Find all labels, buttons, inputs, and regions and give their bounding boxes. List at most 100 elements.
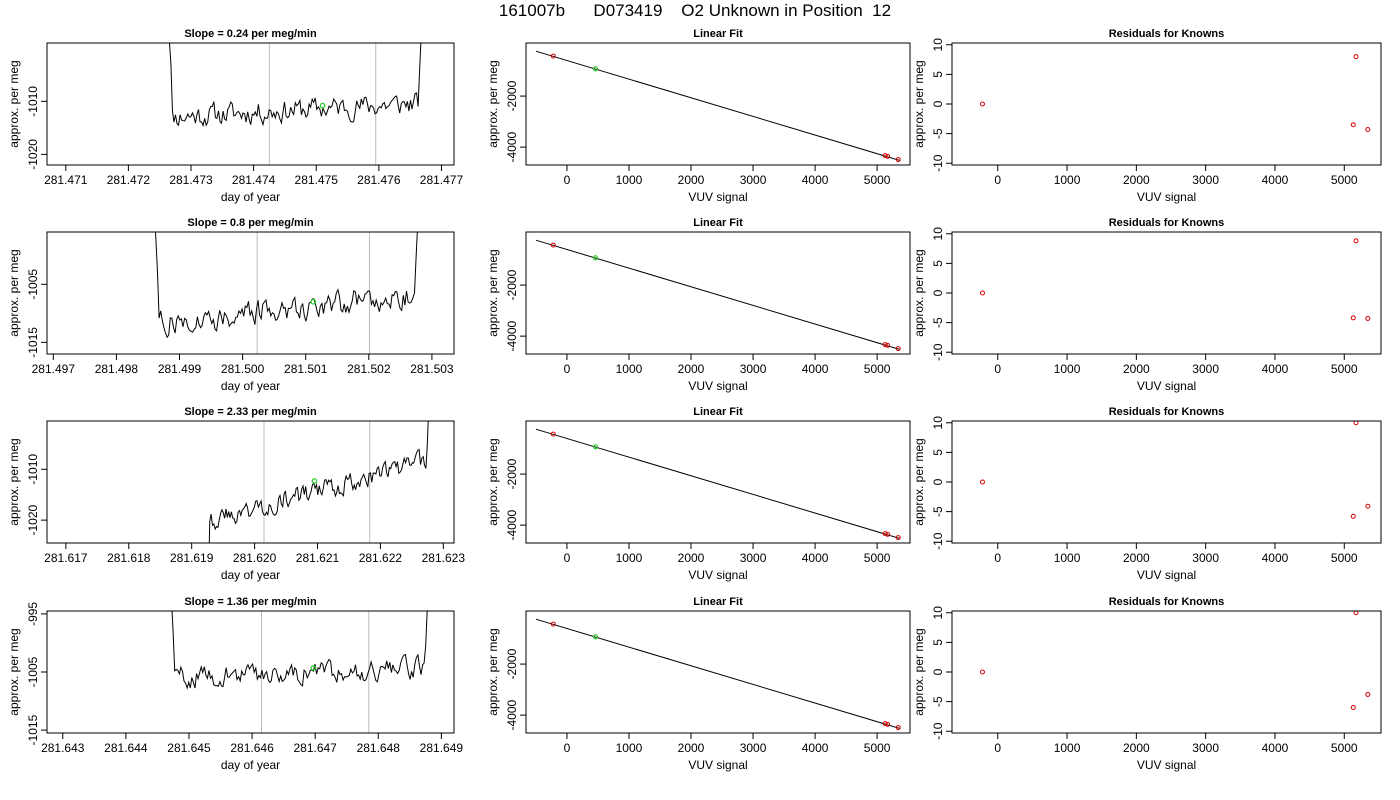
panel-fit-row1: Linear Fit 0 1000 2000 3000 4000 5000 -2000 -400… [486,28,911,204]
x-tick-label: 3000 [1192,362,1219,376]
panel-title: Residuals for Knowns [1109,28,1225,40]
x-tick-label: 2000 [678,551,705,565]
y-tick-label: -2000 [505,269,519,300]
red-point [882,342,888,348]
x-tick-label: 4000 [1262,741,1289,755]
x-tick-label: 5000 [864,551,891,565]
x-tick-label: 2000 [1123,741,1150,755]
plot-area [208,421,429,543]
y-tick-label: 0 [931,668,945,675]
x-tick-label: 3000 [740,362,767,376]
y-tick-label: -4000 [505,320,519,351]
plot-frame [951,420,1382,544]
y-tick-label: -4000 [505,699,519,730]
panel-title: Residuals for Knowns [1109,406,1225,418]
x-tick-label: 5000 [864,362,891,376]
green-marker-point [310,665,317,671]
green-marker-point [319,102,326,109]
x-tick-label: 281.497 [32,362,76,376]
x-tick-label: 5000 [1331,551,1358,565]
red-point [1350,705,1356,711]
x-tick-label: 2000 [1123,551,1150,565]
x-tick-label: 5000 [1331,173,1358,187]
x-tick-label: 281.472 [107,173,151,187]
red-point [882,531,888,537]
plot-frame [525,610,911,734]
plot-frame [525,420,911,544]
x-tick-label: 1000 [616,173,643,187]
red-point [550,621,556,627]
green-point [592,255,599,261]
x-axis-label: VUV signal [688,758,747,772]
red-point [1350,513,1356,519]
x-tick-label: 1000 [1054,362,1081,376]
plot-area [535,618,901,731]
x-tick-label: 281.501 [284,362,328,376]
x-tick-label: 281.498 [95,362,139,376]
x-axis-label: VUV signal [1137,758,1196,772]
red-point [885,342,891,348]
x-tick-label: 281.474 [232,173,276,187]
x-tick-label: 3000 [740,173,767,187]
red-point [979,669,985,675]
plot-area [154,232,418,354]
x-tick-label: 281.500 [221,362,265,376]
x-tick-label: 0 [564,551,571,565]
y-tick-label: -5 [931,317,945,328]
y-tick-label: -1005 [26,656,40,687]
plot-frame [46,231,455,355]
data-trace [154,232,418,339]
panel-title: Linear Fit [693,28,743,40]
y-tick-label: -1010 [26,454,40,485]
y-axis-label: approx. per meg [486,438,500,525]
y-tick-label: 0 [931,289,945,296]
green-marker-point [310,298,317,305]
x-tick-label: 4000 [1262,362,1289,376]
x-axis-label: VUV signal [1137,568,1196,582]
x-tick-label: 2000 [678,173,705,187]
x-tick-label: 4000 [802,173,829,187]
red-point [895,725,901,731]
red-point [1365,126,1371,132]
panel-res-row3: Residuals for Knowns 0 1000 2000 3000 4000 500… [912,406,1382,582]
panel-fit-row2: Linear Fit 0 1000 2000 3000 4000 5000 -2000 -400… [486,217,911,393]
x-tick-label: 281.620 [233,551,277,565]
panel-res-row1: Residuals for Knowns 0 1000 2000 3000 4000 500… [912,28,1382,204]
plot-frame [951,610,1382,734]
x-tick-label: 3000 [1192,551,1219,565]
y-tick-label: -4000 [505,131,519,162]
x-tick-label: 0 [994,741,1001,755]
y-tick-label: 10 [931,227,945,241]
x-tick-label: 281.619 [170,551,214,565]
x-axis-label: day of year [221,758,280,772]
green-point [592,66,599,72]
y-tick-label: -995 [26,602,40,626]
plot-area [979,54,1371,132]
red-point [1350,315,1356,321]
y-tick-label: 10 [931,606,945,620]
x-tick-label: 281.646 [230,741,274,755]
panel-ts-row3: Slope = 2.33 per meg/min 281.617 281.618 28… [7,406,465,582]
y-tick-label: 0 [931,100,945,107]
y-axis-label: approx. per meg [912,249,926,336]
plot-frame [46,610,455,734]
x-tick-label: 1000 [1054,551,1081,565]
plot-area [535,428,901,541]
red-point [1365,692,1371,698]
red-point [885,153,891,159]
y-tick-label: -1010 [26,86,40,117]
y-tick-label: -1015 [26,327,40,358]
green-point [592,444,599,450]
x-tick-label: 4000 [802,551,829,565]
x-tick-label: 281.502 [347,362,391,376]
red-point [885,721,891,727]
panel-title: Slope = 0.8 per meg/min [187,217,314,229]
y-tick-label: -2000 [505,648,519,679]
panel-title: Linear Fit [693,596,743,608]
x-tick-label: 3000 [740,741,767,755]
x-tick-label: 1000 [616,362,643,376]
y-axis-label: approx. per meg [486,60,500,147]
red-point [550,242,556,248]
panel-fit-row3: Linear Fit 0 1000 2000 3000 4000 5000 -2000 -400… [486,406,911,582]
green-marker-point [311,478,318,484]
